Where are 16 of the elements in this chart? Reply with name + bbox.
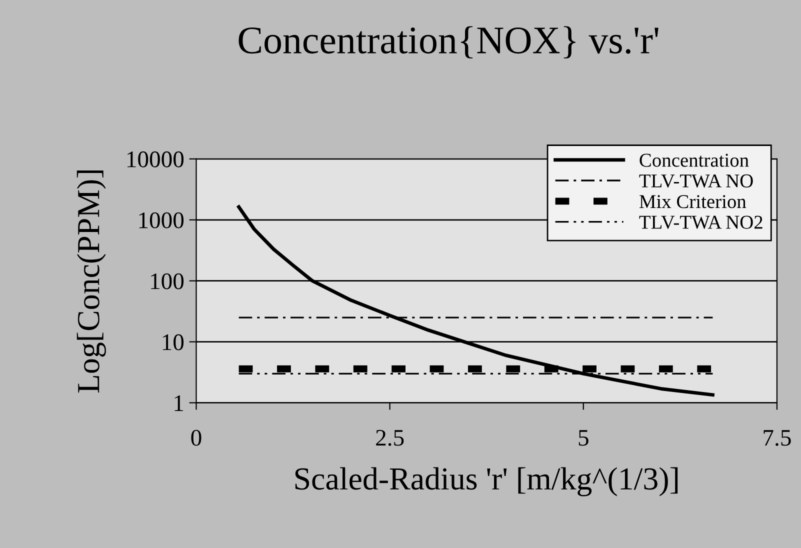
x-tick-label: 0 (191, 430, 202, 446)
legend-label: TLV-TWA NO (639, 174, 753, 188)
x-tick-label: 2.5 (376, 430, 404, 446)
x-tick-label: 7.5 (764, 430, 791, 446)
y-tick-label: 10 (162, 334, 184, 350)
y-tick-label: 10000 (127, 151, 184, 168)
legend-label: TLV-TWA NO2 (639, 216, 762, 229)
legend-label: Concentration (640, 154, 749, 167)
y-tick-label: 1 (174, 395, 184, 411)
y-tick-label: 1000 (139, 212, 184, 228)
chart-title: Concentration{NOX} vs.'r' (238, 26, 658, 58)
x-axis-title: Scaled-Radius 'r' [m/kg^(1/3)] (295, 467, 678, 496)
y-tick-label: 100 (151, 273, 184, 290)
legend-label: Mix Criterion (639, 195, 746, 208)
y-axis-title: Log[Conc(PPM)] (76, 170, 106, 393)
x-tick-label: 5 (578, 430, 588, 446)
